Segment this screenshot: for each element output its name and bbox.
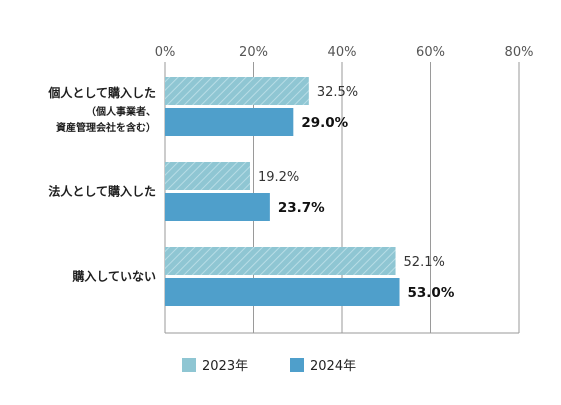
x-tick-label: 80% <box>505 45 534 60</box>
legend-swatch <box>182 358 196 372</box>
legend-label: 2024年 <box>310 359 356 374</box>
category-sublabel: 資産管理会社を含む） <box>56 121 156 134</box>
legend-swatch <box>290 358 304 372</box>
x-tick-label: 0% <box>155 45 176 60</box>
legend: 2023年 2024年 <box>182 358 356 374</box>
category-label: 個人として購入した <box>47 85 156 100</box>
x-tick-label: 40% <box>328 45 357 60</box>
value-label: 23.7% <box>278 200 325 216</box>
bar-series2 <box>165 278 400 306</box>
category-sublabel: （個人事業者、 <box>86 105 156 118</box>
bars <box>165 77 400 306</box>
value-label: 19.2% <box>258 170 299 185</box>
value-label: 32.5% <box>317 85 358 100</box>
x-tick-label: 20% <box>239 45 268 60</box>
bar-series1 <box>165 77 309 105</box>
category-labels: 個人として購入した （個人事業者、資産管理会社を含む） 法人として購入した購入してい… <box>47 85 156 284</box>
value-label: 53.0% <box>408 285 455 301</box>
x-axis-ticks: 0% 20% 40% 60% 80% <box>155 45 534 60</box>
bar-series2 <box>165 193 270 221</box>
value-label: 52.1% <box>404 255 445 270</box>
bar-series1 <box>165 162 250 190</box>
bar-series1 <box>165 247 396 275</box>
legend-label: 2023年 <box>202 359 248 374</box>
value-label: 29.0% <box>301 115 348 131</box>
bar-series2 <box>165 108 294 136</box>
x-tick-label: 60% <box>416 45 445 60</box>
category-label: 購入していない <box>71 269 156 284</box>
value-labels: 32.5% 19.2% 52.1% 29.0% 23.7% 53.0% <box>258 85 455 301</box>
category-label: 法人として購入した <box>48 184 156 199</box>
